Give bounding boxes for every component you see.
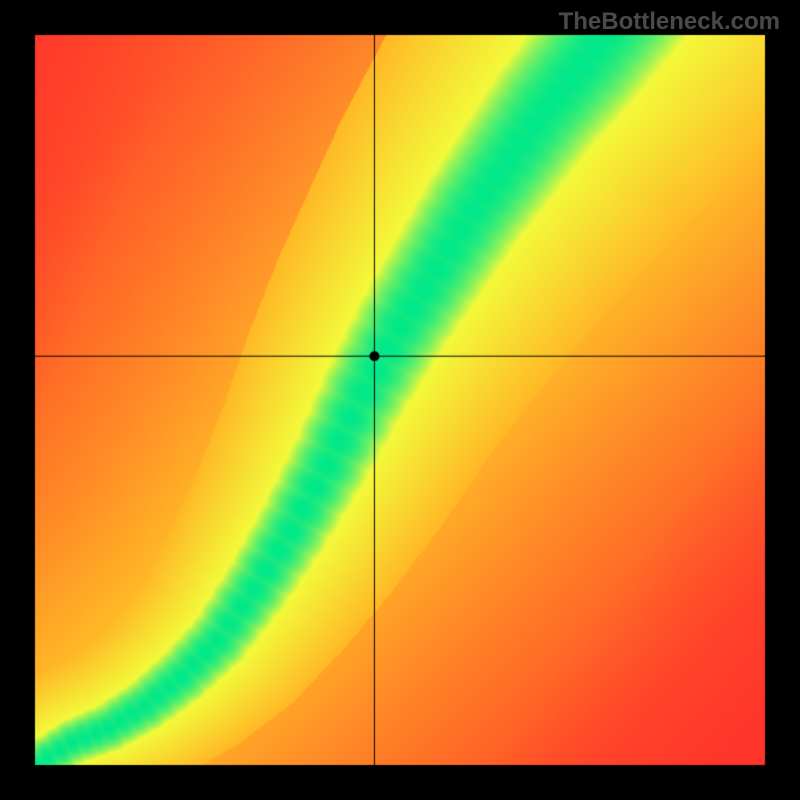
heatmap-canvas: [0, 0, 800, 800]
watermark-text: TheBottleneck.com: [559, 8, 780, 36]
plot-container: TheBottleneck.com: [0, 0, 800, 800]
